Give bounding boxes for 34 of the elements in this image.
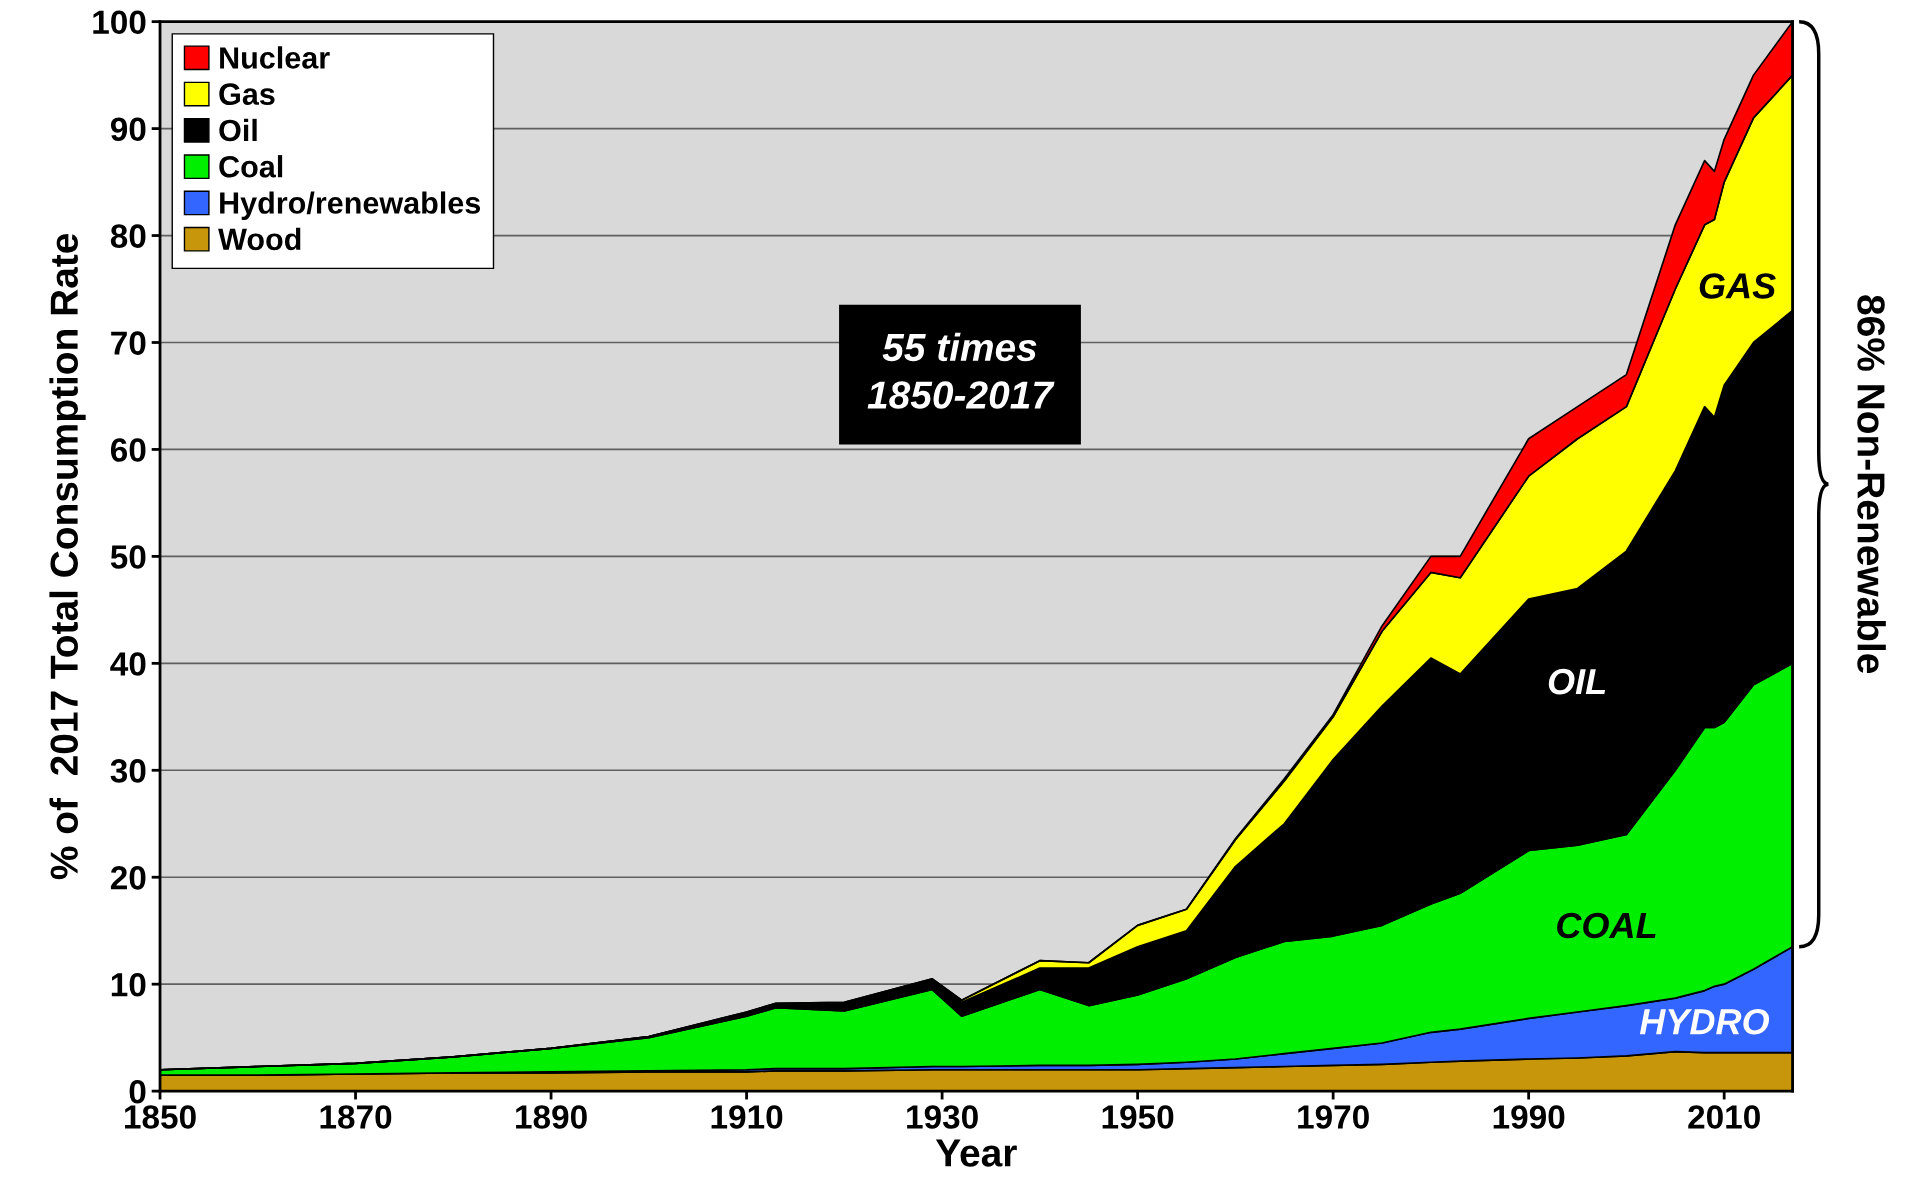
- x-tick-label: 2010: [1688, 1105, 1760, 1129]
- legend-label: Nuclear: [220, 46, 330, 69]
- text: 86% Non-Renewable: [1857, 295, 1886, 674]
- annotation: OIL: [1548, 668, 1606, 695]
- legend-label: Oil: [219, 118, 257, 142]
- annotation: COAL: [1557, 912, 1656, 939]
- y-tick-label: 90: [110, 117, 146, 142]
- x-tick-label: 1990: [1493, 1105, 1565, 1129]
- y-tick-label: 50: [110, 545, 146, 569]
- annotation: HYDRO: [1639, 1008, 1770, 1035]
- legend-label: Gas: [219, 83, 275, 105]
- x-tick-label: 1950: [1102, 1105, 1174, 1129]
- y-tick-label: 30: [110, 759, 146, 783]
- y-tick-label: 40: [110, 652, 146, 676]
- x-tick-label: 1970: [1298, 1105, 1369, 1129]
- annotation: 55 times 1850-2017: [867, 332, 1055, 409]
- x-tick-label: 1870: [320, 1105, 392, 1129]
- legend-label: Wood: [218, 227, 301, 251]
- x-tick-label: 1890: [516, 1105, 587, 1129]
- y-tick-label: 0: [129, 1079, 146, 1104]
- annotation: GAS: [1699, 273, 1776, 299]
- y-tick-label: 100: [93, 10, 146, 35]
- x-tick-label: 1850: [125, 1105, 196, 1129]
- y-tick-label: 20: [110, 866, 146, 890]
- x-tick-label: 1910: [711, 1105, 783, 1129]
- x-tick-label: 1930: [907, 1105, 978, 1129]
- y-tick-label: 80: [110, 224, 146, 248]
- y-axis-title: % of 2017 Total Consumption Rate: [49, 233, 86, 880]
- legend-label: Hydro/renewables: [220, 191, 481, 220]
- x-axis-title: Year: [935, 1139, 1017, 1167]
- legend-label: Coal: [219, 155, 283, 178]
- y-tick-label: 10: [111, 972, 146, 997]
- y-tick-label: 70: [111, 331, 146, 355]
- y-tick-label: 60: [110, 438, 146, 462]
